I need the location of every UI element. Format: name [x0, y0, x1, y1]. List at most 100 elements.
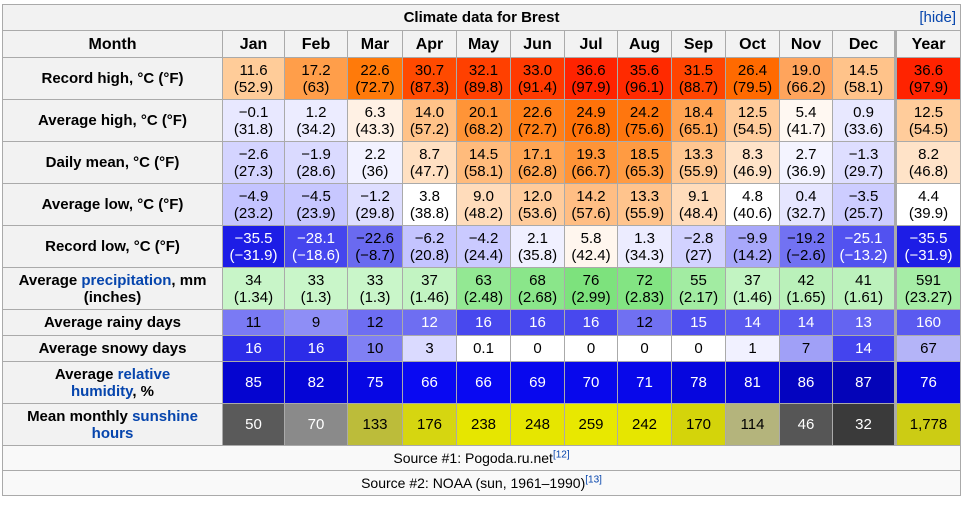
cell-value: 50 [245, 416, 262, 433]
month-cell: 66 [456, 361, 511, 404]
month-cell: 11.6 (52.9) [222, 57, 285, 100]
secondary-value: (29.7) [843, 162, 884, 180]
primary-value: 36.6 [576, 61, 606, 79]
month-cell: 22.6 (72.7) [347, 57, 403, 100]
secondary-value: (23.9) [296, 204, 336, 222]
secondary-value: (25.7) [843, 204, 884, 222]
primary-value: 63 [475, 271, 492, 289]
secondary-value: (36.9) [786, 162, 826, 180]
source-row: Source #2: NOAA (sun, 1961–1990)[13] [1, 470, 962, 496]
primary-value: 1.2 [305, 103, 327, 121]
citation-link[interactable]: [12] [552, 448, 570, 460]
cell-value: 16 [529, 314, 546, 331]
secondary-value: (88.7) [678, 78, 719, 96]
primary-value: 31.5 [683, 61, 714, 79]
secondary-value: (65.3) [624, 162, 665, 180]
primary-value: 24.9 [576, 103, 606, 121]
primary-value: 22.6 [522, 103, 553, 121]
primary-value: 18.4 [683, 103, 714, 121]
month-cell: 1.3 (34.3) [617, 225, 672, 268]
month-cell: 76 (2.99) [564, 267, 618, 310]
cell-value: 11 [245, 314, 262, 331]
cell-value: 0 [533, 340, 542, 357]
climate-table: Climate data for Brest [hide] Month Jan … [1, 4, 962, 496]
month-cell: 14 [832, 335, 896, 362]
secondary-value: (29.8) [355, 204, 395, 222]
header-row: Month Jan Feb Mar Apr May Jun Jul Aug Se… [2, 30, 962, 58]
secondary-value: (48.4) [678, 204, 719, 222]
year-cell: 4.4 (39.9) [893, 183, 962, 226]
cell-value: 78 [690, 374, 707, 391]
year-cell: 591 (23.27) [893, 267, 962, 310]
primary-value: −4.9 [238, 187, 269, 205]
secondary-value: (46.9) [732, 162, 773, 180]
month-cell: 42 (1.65) [779, 267, 833, 310]
month-cell: 242 [617, 403, 672, 446]
relative-humidity-link[interactable]: humidity [70, 382, 133, 400]
primary-value: 12.5 [913, 103, 944, 121]
sunshine-link[interactable]: sunshine [132, 407, 198, 425]
month-cell: 70 [284, 403, 348, 446]
cell-value: 76 [920, 374, 937, 391]
month-cell: 36.6 (97.9) [564, 57, 618, 100]
relative-humidity-link[interactable]: relative [117, 365, 171, 383]
primary-value: 19.3 [576, 145, 606, 163]
header-month-cell: Aug [617, 30, 672, 58]
year-cell: 8.2 (46.8) [893, 141, 962, 184]
secondary-value: (23.2) [233, 204, 274, 222]
row-sunshine: Mean monthly sunshine hours 50 70 133 176 23… [2, 403, 962, 446]
header-month-cell: Jul [564, 30, 618, 58]
primary-value: 12.5 [737, 103, 768, 121]
hide-bracket-close: ] [951, 9, 957, 26]
precipitation-link[interactable]: precipitation [81, 271, 172, 289]
row-snowy-days: Average snowy days 16 16 10 3 0.1 0 0 0 0 1 7 14 67 [2, 335, 962, 362]
primary-value: 55 [690, 271, 707, 289]
month-cell: 19.0 (66.2) [779, 57, 833, 100]
secondary-value: (97.9) [571, 78, 611, 96]
secondary-value: (76.8) [571, 120, 611, 138]
cell-value: 176 [416, 416, 443, 433]
primary-value: 14.2 [576, 187, 606, 205]
cell-value: 87 [855, 374, 872, 391]
month-cell: 33 (1.3) [284, 267, 348, 310]
primary-value: −22.6 [356, 229, 394, 247]
cell-value: 75 [366, 374, 384, 391]
header-month-cell: Oct [725, 30, 780, 58]
sunshine-link[interactable]: hours [91, 424, 134, 442]
month-cell: 14 [779, 309, 833, 336]
header-month-cell: Nov [779, 30, 833, 58]
month-cell: −4.2 (24.4) [456, 225, 511, 268]
secondary-value: (65.1) [678, 120, 719, 138]
month-cell: 35.6 (96.1) [617, 57, 672, 100]
secondary-value: (1.34) [233, 288, 274, 306]
primary-value: 14.5 [848, 61, 879, 79]
month-cell: 55 (2.17) [671, 267, 726, 310]
year-cell: 36.6 (97.9) [893, 57, 962, 100]
cell-value: 16 [582, 314, 600, 331]
citation-link[interactable]: [13] [585, 473, 602, 485]
secondary-value: (66.2) [786, 78, 826, 96]
primary-value: 41 [855, 271, 872, 289]
month-cell: −2.8 (27) [671, 225, 726, 268]
month-cell: 24.2 (75.6) [617, 99, 672, 142]
month-cell: 5.8 (42.4) [564, 225, 618, 268]
month-cell: 176 [402, 403, 457, 446]
cell-value: 12 [421, 314, 438, 331]
month-cell: −4.9 (23.2) [222, 183, 285, 226]
cell-value: 81 [744, 374, 761, 391]
hide-toggle[interactable]: [hide] [919, 9, 956, 26]
row-label: Average low, °C (°F) [2, 183, 223, 226]
month-cell: 78 [671, 361, 726, 404]
month-cell: 1 [725, 335, 780, 362]
secondary-value: (38.8) [409, 204, 450, 222]
secondary-value: (28.6) [296, 162, 336, 180]
caption-title: Climate data for Brest [403, 9, 560, 26]
source-2: Source #2: NOAA (sun, 1961–1990)[13] [1, 470, 962, 496]
month-cell: 9.0 (48.2) [456, 183, 511, 226]
month-cell: 9 [284, 309, 348, 336]
hide-link[interactable]: hide [923, 9, 952, 26]
cell-value: 0.1 [473, 340, 494, 357]
secondary-value: (47.7) [409, 162, 450, 180]
secondary-value: (2.68) [517, 288, 558, 306]
primary-value: 20.1 [468, 103, 499, 121]
